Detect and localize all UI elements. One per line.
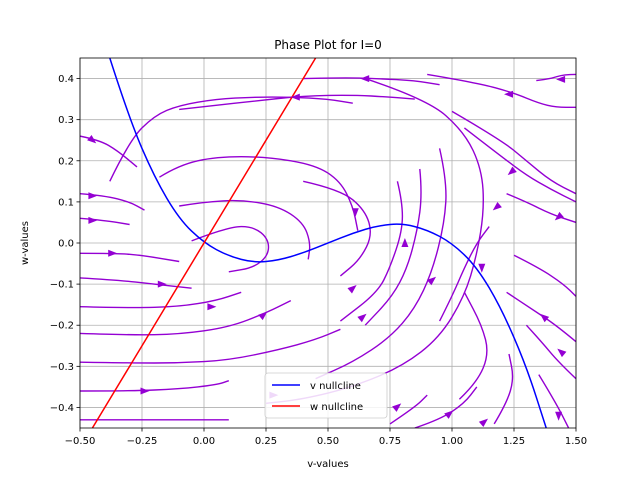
stream-arrow <box>88 192 98 200</box>
x-tick-label: 1.25 <box>503 436 525 447</box>
y-axis-ticks: −0.4 −0.3 −0.2 −0.1 0.0 0.1 0.2 0.3 0.4 <box>50 74 80 414</box>
y-tick-label: 0.2 <box>58 156 74 167</box>
x-tick-label: 0.25 <box>255 436 277 447</box>
stream-arrow <box>444 410 454 419</box>
stream-arrow <box>357 313 367 323</box>
stream-arrow <box>507 166 517 176</box>
x-tick-label: 1.50 <box>565 436 587 447</box>
legend-label-v-nullcline: v nullcline <box>310 381 361 392</box>
stream-arrow <box>258 311 268 321</box>
streamline <box>536 73 576 82</box>
stream-arrow <box>557 348 567 358</box>
stream-arrow <box>478 263 486 273</box>
nullclines <box>91 58 547 428</box>
x-axis-label: v-values <box>307 459 349 470</box>
streamline <box>80 277 192 289</box>
streamline <box>80 217 130 226</box>
y-axis-label: w-values <box>20 221 31 265</box>
streamline <box>80 328 341 364</box>
stream-arrow <box>555 411 563 421</box>
y-tick-label: 0.3 <box>58 115 74 126</box>
x-tick-label: −0.25 <box>127 436 158 447</box>
y-tick-label: 0.1 <box>58 197 74 208</box>
stream-arrow <box>504 90 513 98</box>
stream-arrow <box>290 93 300 101</box>
streamline <box>339 181 404 322</box>
stream-arrow <box>401 238 409 247</box>
stream-arrow <box>207 303 217 311</box>
x-axis-ticks: −0.50 −0.25 0.00 0.25 0.50 0.75 1.00 1.25 1.50 <box>65 428 587 447</box>
streamline <box>109 96 353 182</box>
w-nullcline-line <box>91 58 317 428</box>
y-tick-label: 0.0 <box>58 239 74 250</box>
streamline <box>315 148 447 380</box>
stream-arrow <box>539 313 550 323</box>
chart-title: Phase Plot for I=0 <box>274 38 382 52</box>
stream-arrow <box>140 387 150 395</box>
stream-arrow <box>360 75 370 83</box>
stream-arrow <box>351 208 359 218</box>
y-tick-label: −0.4 <box>50 403 74 414</box>
streamline <box>80 252 180 263</box>
streamline <box>191 225 270 273</box>
legend: v nullcline w nullcline <box>264 372 388 419</box>
y-tick-label: −0.2 <box>50 321 74 332</box>
x-tick-label: 1.00 <box>441 436 463 447</box>
x-tick-label: 0.00 <box>193 436 215 447</box>
stream-arrow <box>88 216 98 224</box>
stream-arrow <box>478 418 489 428</box>
streamline <box>458 291 488 400</box>
legend-label-w-nullcline: w nullcline <box>310 402 363 413</box>
streamline <box>463 127 576 203</box>
stream-arrow <box>347 284 357 294</box>
streamline <box>438 226 490 322</box>
stream-arrow <box>392 403 402 412</box>
streamline <box>389 394 428 425</box>
stream-arrow <box>108 249 118 257</box>
y-tick-label: −0.1 <box>50 280 74 291</box>
streamlines <box>80 73 576 428</box>
streamline <box>303 180 371 277</box>
streamline <box>80 291 242 309</box>
v-nullcline-line <box>109 58 547 428</box>
streamline <box>538 374 570 428</box>
stream-arrow <box>556 75 566 83</box>
streamline <box>493 353 514 425</box>
stream-arrow <box>87 134 97 144</box>
x-tick-label: 0.75 <box>379 436 401 447</box>
stream-arrow <box>426 276 437 286</box>
x-tick-label: 0.50 <box>317 436 339 447</box>
streamline <box>513 254 576 297</box>
y-tick-label: −0.3 <box>50 362 74 373</box>
stream-arrow <box>157 280 167 288</box>
streamline <box>179 199 311 260</box>
streamline <box>427 73 576 108</box>
streamline <box>80 380 230 392</box>
streamline <box>525 324 576 380</box>
streamline <box>179 94 415 111</box>
streamline <box>159 155 359 231</box>
streamline <box>451 110 576 195</box>
streamline <box>364 168 422 326</box>
y-tick-label: 0.4 <box>58 74 74 85</box>
stream-arrow <box>492 201 502 211</box>
stream-arrow <box>554 211 564 221</box>
streamline <box>303 77 440 86</box>
x-tick-label: −0.50 <box>65 436 96 447</box>
